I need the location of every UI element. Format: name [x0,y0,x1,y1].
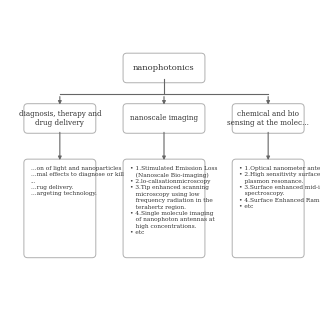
FancyBboxPatch shape [123,159,205,258]
Text: • 1.Stimulated Emission Loss
   (Nanoscale Bio-imaging)
• 2.lo-calisationmicrosc: • 1.Stimulated Emission Loss (Nanoscale … [130,166,217,235]
FancyBboxPatch shape [24,159,96,258]
FancyBboxPatch shape [232,104,304,133]
FancyBboxPatch shape [123,104,205,133]
Text: ...on of light and nanoparticles
...mal effects to diagnose or kill
...
...rug d: ...on of light and nanoparticles ...mal … [31,166,124,196]
Text: chemical and bio
sensing at the molec...: chemical and bio sensing at the molec... [227,109,309,127]
Text: nanoscale imaging: nanoscale imaging [130,115,198,123]
Text: nanophotonics: nanophotonics [133,64,195,72]
Text: • 1.Optical nanometer anten...
• 2.High sensitivity surface p...
   plasmon reso: • 1.Optical nanometer anten... • 2.High … [239,166,320,209]
FancyBboxPatch shape [24,104,96,133]
FancyBboxPatch shape [232,159,304,258]
Text: diagnosis, therapy and
drug delivery: diagnosis, therapy and drug delivery [19,109,101,127]
FancyBboxPatch shape [123,53,205,83]
